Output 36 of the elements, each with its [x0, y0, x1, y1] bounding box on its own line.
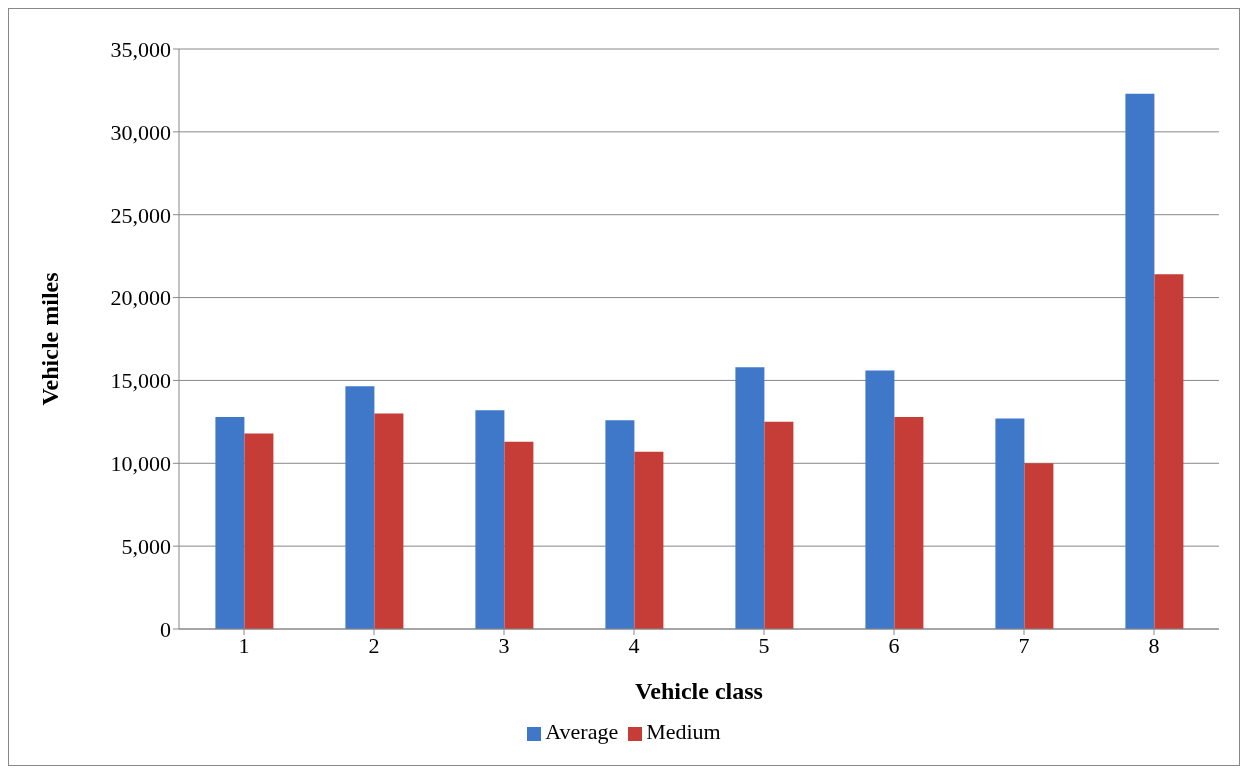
- x-tick-label: 5: [758, 632, 770, 658]
- y-tick-label: 15,000: [110, 368, 171, 394]
- bar: [374, 413, 404, 629]
- bar: [475, 410, 505, 629]
- bar: [894, 416, 924, 629]
- bar: [1125, 93, 1155, 629]
- bar: [504, 441, 534, 629]
- x-tick-label: 2: [368, 632, 380, 658]
- y-tick-label: 30,000: [110, 119, 171, 145]
- x-tick-label: 7: [1018, 632, 1030, 658]
- y-axis-title: Vehicle miles: [36, 272, 63, 406]
- bar: [1024, 463, 1054, 629]
- bar: [345, 386, 375, 629]
- bar: [244, 433, 274, 629]
- bar: [1154, 274, 1184, 629]
- bar: [995, 418, 1025, 629]
- x-tick-label: 6: [888, 632, 900, 658]
- legend-label: Average: [545, 719, 619, 744]
- y-tick-label: 0: [160, 616, 171, 642]
- y-tick-label: 20,000: [110, 285, 171, 311]
- x-tick-label: 1: [238, 632, 250, 658]
- y-tick-label: 10,000: [110, 451, 171, 477]
- x-axis-title: Vehicle class: [635, 678, 763, 704]
- bar: [764, 421, 794, 629]
- x-tick-label: 3: [498, 632, 510, 658]
- y-tick-label: 35,000: [110, 36, 171, 62]
- y-tick-label: 5,000: [121, 533, 171, 559]
- y-tick-label: 25,000: [110, 202, 171, 228]
- bar: [865, 370, 895, 629]
- bar: [634, 451, 664, 629]
- bar: [735, 367, 765, 629]
- x-tick-label: 8: [1148, 632, 1160, 658]
- bar: [605, 420, 635, 629]
- x-tick-label: 4: [628, 632, 640, 658]
- legend-label: Medium: [646, 719, 721, 744]
- bar: [215, 416, 245, 629]
